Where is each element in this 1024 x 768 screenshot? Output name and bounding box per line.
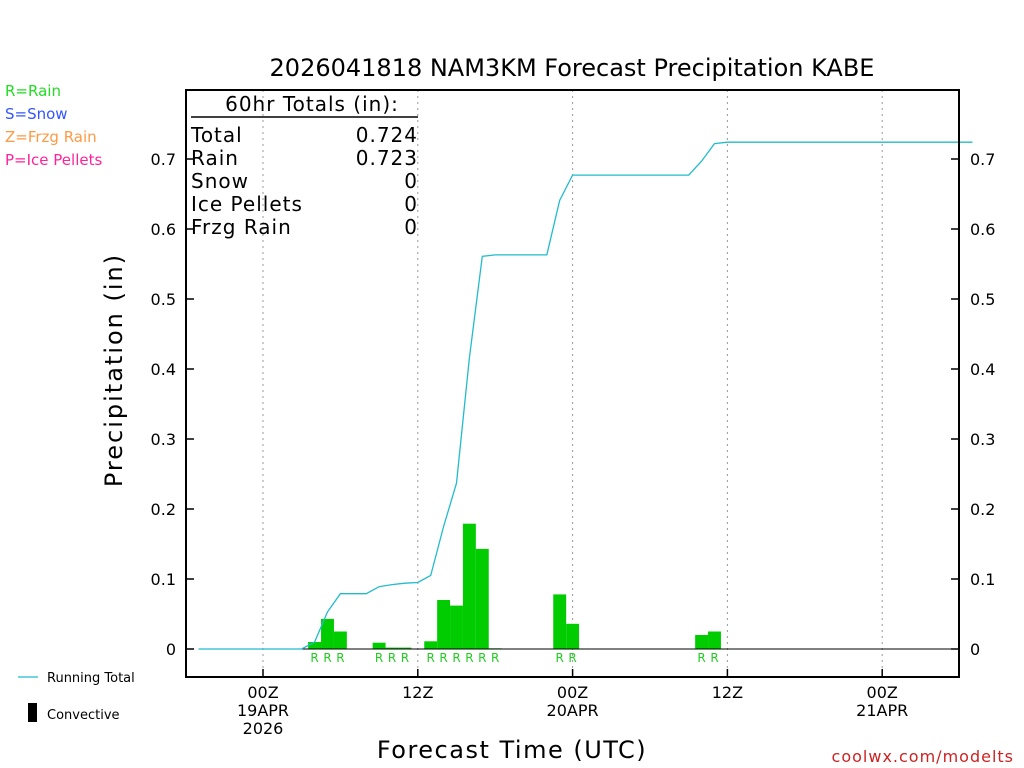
running-total-legend-label: Running Total xyxy=(47,671,135,686)
precip-type-mark: R xyxy=(439,651,447,665)
precip-type-mark: R xyxy=(478,651,486,665)
x-tick-label: 00Z xyxy=(867,683,898,702)
y-tick-label-left: 0.5 xyxy=(151,290,176,309)
rain-bar xyxy=(695,635,709,649)
y-tick-label-left: 0.7 xyxy=(151,150,176,169)
precip-type-mark: R xyxy=(491,651,499,665)
axis-tick-labels: 0 00.1 0.10.2 0.20.3 0.30.4 0.40.5 0.50.6 0.60.… xyxy=(151,150,996,738)
y-tick-label-right: 0.2 xyxy=(970,500,995,519)
precip-type-mark: R xyxy=(697,651,705,665)
rain-bar xyxy=(333,631,347,649)
precip-type-legend-item: Z=Frzg Rain xyxy=(5,128,97,146)
y-tick-label-left: 0 xyxy=(166,640,176,659)
precip-type-mark: R xyxy=(710,651,718,665)
x-axis-label: Forecast Time (UTC) xyxy=(377,736,647,764)
precip-type-mark: R xyxy=(427,651,435,665)
y-tick-label-right: 0.6 xyxy=(970,220,995,239)
precip-type-mark: R xyxy=(310,651,318,665)
credit-text: coolwx.com/modelts xyxy=(832,747,1014,766)
x-tick-label: 2026 xyxy=(243,719,284,738)
rain-bar xyxy=(475,548,489,649)
totals-row-label: Frzg Rain xyxy=(191,215,292,239)
y-tick-label-left: 0.6 xyxy=(151,220,176,239)
totals-row-value: 0 xyxy=(404,169,418,193)
rain-bar xyxy=(308,642,322,649)
rain-bar xyxy=(321,618,334,649)
rain-bar xyxy=(450,605,463,649)
y-tick-label-right: 0.5 xyxy=(970,290,995,309)
rain-bar xyxy=(398,647,412,649)
x-tick-label: 12Z xyxy=(712,683,743,702)
totals-row-value: 0.723 xyxy=(356,146,418,170)
totals-row-label: Total xyxy=(190,123,243,147)
x-tick-label: 21APR xyxy=(856,701,908,720)
totals-box: 60hr Totals (in): Total 0.724 Rain 0.723 Snow… xyxy=(190,92,418,239)
y-tick-label-left: 0.3 xyxy=(151,430,176,449)
precip-type-legend-item: R=Rain xyxy=(5,82,61,100)
totals-row-label: Rain xyxy=(191,146,239,170)
precip-type-legend: R=Rain S=Snow Z=Frzg Rain P=Ice Pellets xyxy=(5,82,102,169)
precip-type-mark: R xyxy=(556,651,564,665)
y-tick-label-left: 0.4 xyxy=(151,360,176,379)
totals-row-value: 0 xyxy=(404,192,418,216)
series-legend: Running Total Convective xyxy=(18,671,135,723)
precip-type-legend-item: P=Ice Pellets xyxy=(5,151,102,169)
y-tick-label-right: 0.3 xyxy=(970,430,995,449)
rain-bar xyxy=(372,642,386,649)
totals-row-value: 0.724 xyxy=(356,123,418,147)
grid-lines xyxy=(262,90,883,677)
precip-type-mark: R xyxy=(401,651,409,665)
convective-swatch xyxy=(28,703,37,722)
rain-bar xyxy=(708,631,721,649)
y-tick-label-right: 0.7 xyxy=(970,150,995,169)
x-tick-label: 19APR xyxy=(237,701,289,720)
y-axis-label: Precipitation (in) xyxy=(100,253,128,487)
precip-type-mark: R xyxy=(336,651,344,665)
chart-title: 2026041818 NAM3KM Forecast Precipitation… xyxy=(270,54,875,82)
convective-legend-label: Convective xyxy=(47,708,120,723)
y-tick-label-right: 0 xyxy=(970,640,980,659)
rain-bar xyxy=(566,623,580,649)
rain-bar xyxy=(424,641,438,649)
y-tick-label-left: 0.1 xyxy=(151,570,176,589)
precip-type-mark: R xyxy=(388,651,396,665)
rain-bar xyxy=(437,600,451,649)
totals-row-label: Ice Pellets xyxy=(191,192,303,216)
x-tick-label: 00Z xyxy=(247,683,278,702)
x-tick-label: 00Z xyxy=(557,683,588,702)
precip-type-legend-item: S=Snow xyxy=(5,105,68,123)
running-total-series xyxy=(198,141,973,650)
y-tick-label-right: 0.1 xyxy=(970,570,995,589)
precip-type-mark: R xyxy=(323,651,331,665)
precip-type-mark: R xyxy=(465,651,473,665)
rain-bar xyxy=(462,523,476,649)
precip-type-mark: R xyxy=(452,651,460,665)
precip-type-mark: R xyxy=(568,651,576,665)
x-tick-label: 12Z xyxy=(402,683,433,702)
y-tick-label-left: 0.2 xyxy=(151,500,176,519)
y-tick-label-right: 0.4 xyxy=(970,360,995,379)
rain-bar xyxy=(553,594,567,649)
totals-header: 60hr Totals (in): xyxy=(225,92,399,116)
running-total-line xyxy=(198,141,973,650)
precip-type-mark: R xyxy=(375,651,383,665)
rain-bar xyxy=(385,647,399,649)
totals-row-value: 0 xyxy=(404,215,418,239)
totals-row-label: Snow xyxy=(191,169,249,193)
x-tick-label: 20APR xyxy=(547,701,599,720)
